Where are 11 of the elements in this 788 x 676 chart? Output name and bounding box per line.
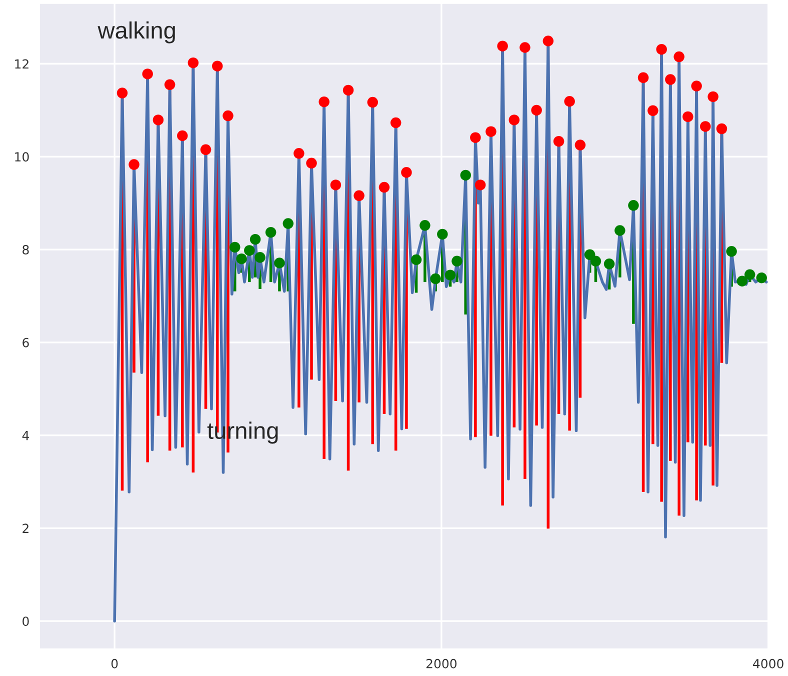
x-tick-label: 0 — [111, 658, 118, 668]
x-tick-label: 4000 — [753, 658, 784, 668]
y-tick-label: 6 — [22, 338, 29, 348]
y-tick-label: 8 — [22, 245, 29, 254]
y-tick-label: 2 — [22, 524, 28, 533]
y-tick-label: 4 — [22, 430, 29, 440]
x-tick-label: 2000 — [426, 658, 457, 668]
y-tick-label: 0 — [22, 616, 29, 626]
y-tick-label: 12 — [15, 59, 28, 69]
annotation: walking — [98, 21, 175, 44]
y-tick-label: 10 — [15, 152, 29, 162]
